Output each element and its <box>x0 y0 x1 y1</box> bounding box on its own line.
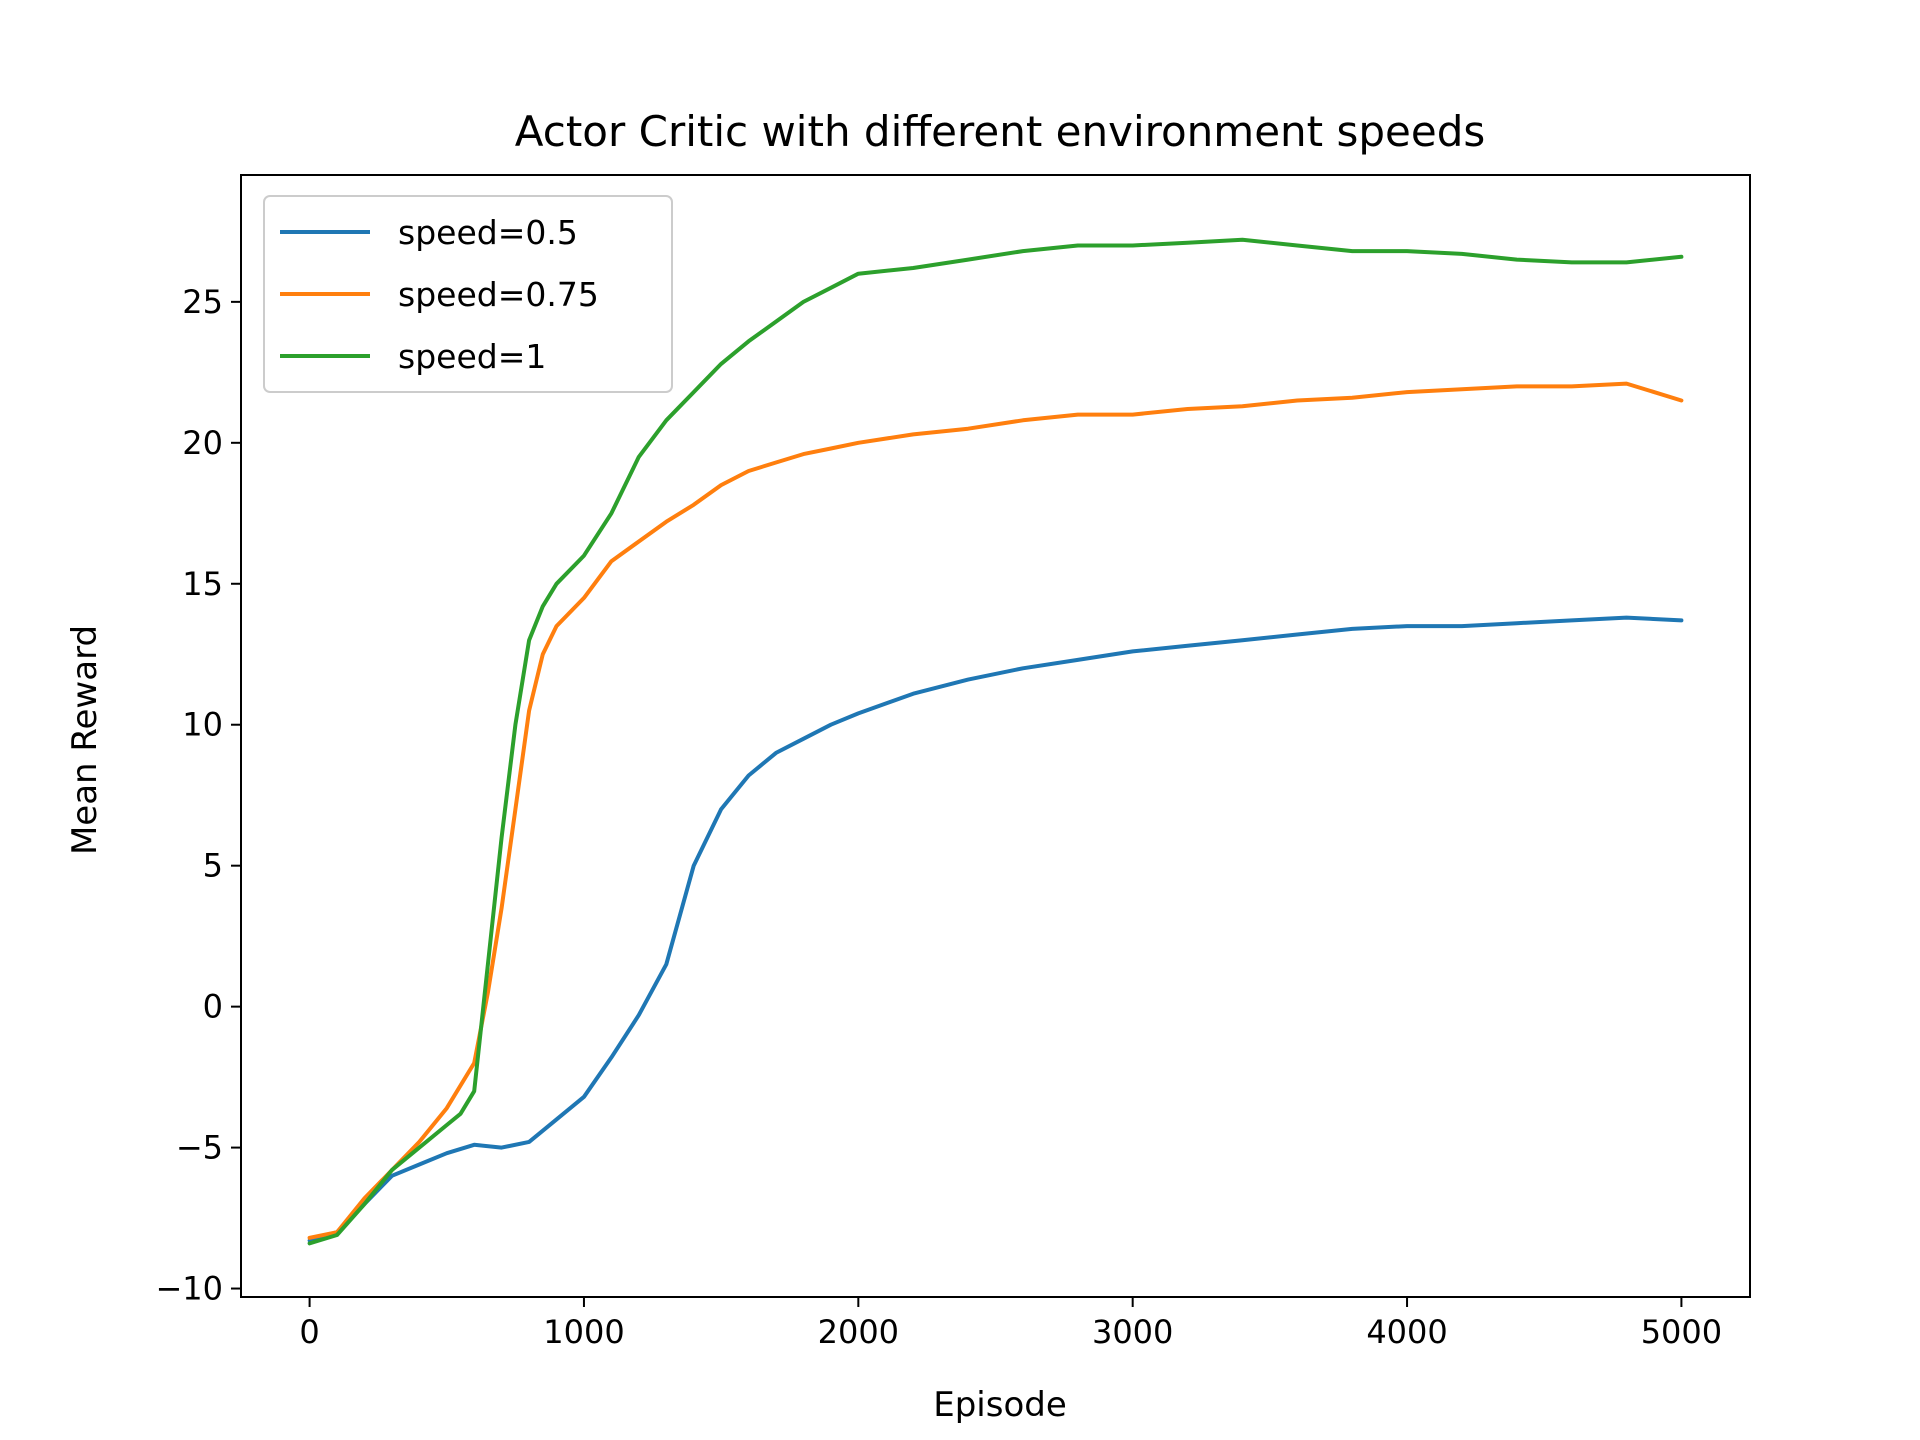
y-axis-label: Mean Reward <box>65 625 105 855</box>
y-tick-label: 25 <box>182 283 223 321</box>
legend-label-1: speed=0.75 <box>398 275 599 314</box>
chart-title: Actor Critic with different environment … <box>515 107 1486 156</box>
series-layer <box>307 237 1684 1246</box>
x-tick-label: 3000 <box>1092 1313 1173 1351</box>
y-tick-label: 15 <box>182 565 223 603</box>
x-tick-label: 5000 <box>1641 1313 1722 1351</box>
ticks-layer: 0 1000 2000 3000 4000 5000 −10 −5 0 5 10 15 20 25 <box>155 283 1722 1351</box>
legend: speed=0.5 speed=0.75 speed=1 <box>263 195 673 393</box>
y-tick-label: 0 <box>203 988 223 1026</box>
series-line-0 <box>307 615 1684 1243</box>
y-tick-label: −5 <box>176 1129 223 1167</box>
legend-label-2: speed=1 <box>398 337 546 376</box>
x-tick-label: 1000 <box>543 1313 624 1351</box>
y-tick-label: −10 <box>155 1270 223 1308</box>
x-tick-label: 2000 <box>818 1313 899 1351</box>
y-tick-label: 20 <box>182 424 223 462</box>
x-tick-label: 4000 <box>1366 1313 1447 1351</box>
y-tick-label: 10 <box>182 706 223 744</box>
x-tick-label: 0 <box>299 1313 319 1351</box>
legend-label-0: speed=0.5 <box>398 213 578 252</box>
plot-frame <box>240 174 1751 1298</box>
legend-box <box>263 195 673 393</box>
y-tick-label: 5 <box>203 847 223 885</box>
series-line-2 <box>307 237 1684 1246</box>
x-axis-label: Episode <box>933 1385 1067 1425</box>
